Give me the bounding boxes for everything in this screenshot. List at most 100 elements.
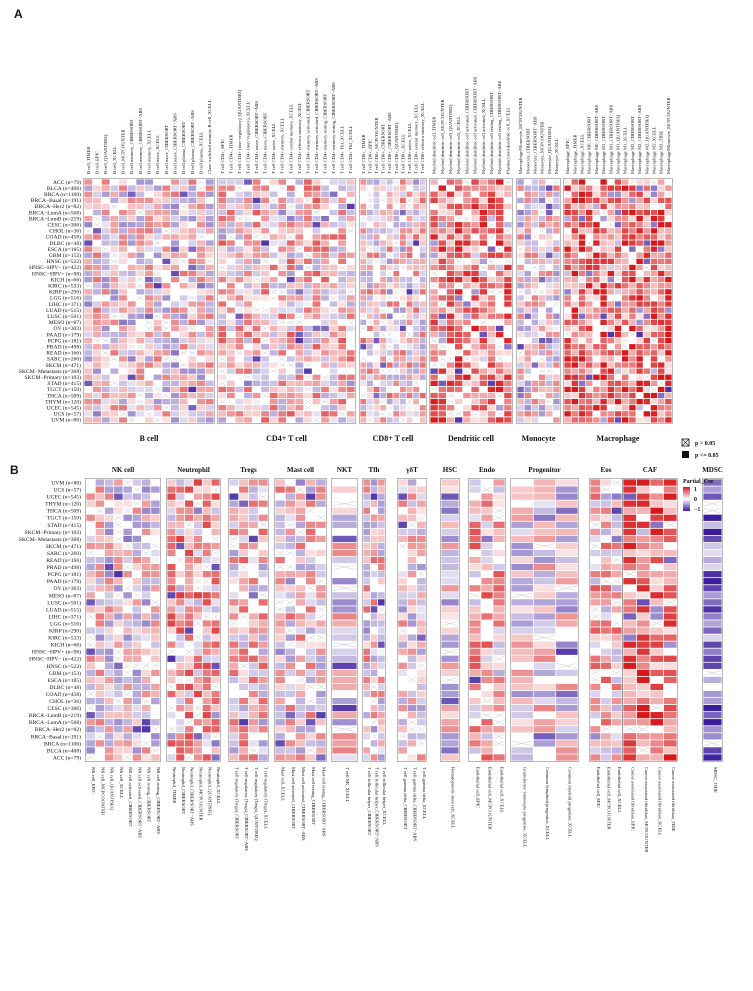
heatmap-cell — [487, 325, 496, 332]
heatmap-cell — [407, 507, 417, 514]
heatmap-cell — [481, 740, 493, 747]
heatmap-cell — [295, 411, 304, 417]
heatmap-cell — [269, 283, 278, 289]
heatmap-cell — [123, 613, 132, 620]
heatmap-ns-mark — [194, 578, 202, 584]
heatmap-cell — [370, 634, 378, 641]
heatmap-cell — [244, 258, 252, 264]
heatmap-cell — [373, 203, 380, 210]
heatmap-cell — [229, 655, 239, 662]
heatmap-cell — [295, 564, 306, 571]
column-label: T cell CD4+ naive_CIBERSORT — [263, 112, 268, 174]
heatmap-cell — [380, 258, 386, 264]
heatmap-cell — [252, 252, 261, 258]
heatmap-cell — [538, 179, 546, 185]
heatmap-cell — [295, 613, 306, 620]
heatmap-cell — [244, 386, 252, 393]
heatmap-cell — [244, 405, 252, 411]
heatmap-cell — [650, 264, 658, 271]
heatmap-cell — [406, 417, 413, 423]
heatmap-ns-mark — [439, 344, 446, 349]
heatmap-cell — [493, 754, 505, 761]
heatmap-cell — [188, 338, 197, 344]
heatmap-cell — [145, 405, 153, 411]
heatmap-cell — [86, 528, 95, 535]
heatmap-cell — [193, 655, 202, 662]
heatmap-cell — [141, 712, 151, 719]
heatmap-cell — [398, 740, 407, 747]
heatmap-ns-mark — [114, 529, 122, 535]
column-label: Myeloid dendritic cell activated_XCELL — [481, 98, 486, 174]
heatmap-cell — [393, 228, 400, 234]
column-label: B cell naive_XCELL — [155, 135, 160, 174]
heatmap-cell — [511, 620, 533, 627]
heatmap-cell — [229, 507, 239, 514]
heatmap-cell — [176, 585, 185, 592]
heatmap-cell — [136, 289, 145, 295]
heatmap-cell — [285, 613, 295, 620]
heatmap-cell — [469, 571, 481, 578]
heatmap-cell — [136, 301, 145, 307]
heatmap-cell — [286, 356, 295, 362]
heatmap-cell — [123, 733, 132, 740]
heatmap-ns-mark — [185, 649, 193, 655]
heatmap-cell — [496, 319, 504, 325]
heatmap-cell — [658, 258, 665, 264]
heatmap-cell — [261, 374, 269, 380]
heatmap-cell — [446, 295, 455, 301]
heatmap-cell — [556, 669, 578, 676]
heatmap-cell — [658, 325, 665, 332]
heatmap-cell — [481, 754, 493, 761]
heatmap-ns-mark — [387, 387, 392, 392]
heatmap-cell — [643, 392, 650, 399]
heatmap-cell — [104, 556, 114, 564]
heatmap-ns-mark — [417, 571, 425, 577]
heatmap-cell — [171, 319, 179, 325]
heatmap-cell — [441, 655, 459, 662]
heatmap-cell — [438, 417, 446, 423]
heatmap-cell — [127, 283, 136, 289]
heatmap-cell — [487, 301, 496, 307]
heatmap-cell — [578, 344, 586, 350]
heatmap-cell — [104, 606, 114, 613]
heatmap-cell — [275, 726, 285, 733]
heatmap-cell — [329, 411, 338, 417]
heatmap-cell — [205, 209, 214, 216]
heatmap-cell — [179, 179, 188, 185]
heatmap-cell — [110, 209, 119, 216]
heatmap-cell — [205, 319, 214, 325]
heatmap-cell — [261, 411, 269, 417]
heatmap-cell — [127, 405, 136, 411]
heatmap-cell — [218, 246, 227, 252]
heatmap-cell — [524, 356, 531, 362]
heatmap-cell — [171, 405, 179, 411]
heatmap-cell — [463, 374, 471, 380]
heatmap-cell — [211, 542, 220, 550]
heatmap-cell — [417, 528, 426, 535]
heatmap-cell — [93, 252, 101, 258]
heatmap-cell — [101, 368, 110, 374]
heatmap-cell — [119, 362, 127, 368]
heatmap-cell — [151, 479, 160, 486]
heatmap-cell — [546, 344, 553, 350]
heatmap-cell — [504, 301, 512, 307]
heatmap-ns-mark — [494, 656, 504, 662]
heatmap-cell — [141, 479, 151, 486]
heatmap-cell — [398, 683, 407, 691]
heatmap-cell — [136, 179, 145, 185]
heatmap-ns-mark — [658, 204, 664, 209]
heatmap-cell — [438, 325, 446, 332]
heatmap-cell — [153, 209, 162, 216]
column-label: Endothelial cell_EPIC — [476, 767, 481, 808]
heatmap-cell — [643, 234, 650, 240]
heatmap-cell — [407, 556, 417, 564]
heatmap-cell — [360, 368, 367, 374]
heatmap-cell — [393, 405, 400, 411]
heatmap-cell — [312, 344, 321, 350]
heatmap-cell — [239, 549, 249, 557]
heatmap-ns-mark — [455, 350, 462, 355]
heatmap-cell — [590, 535, 601, 543]
heatmap-cell — [304, 283, 312, 289]
heatmap-cell — [400, 246, 406, 252]
column-label: Monocyte_CIBERSORT — [525, 128, 530, 174]
